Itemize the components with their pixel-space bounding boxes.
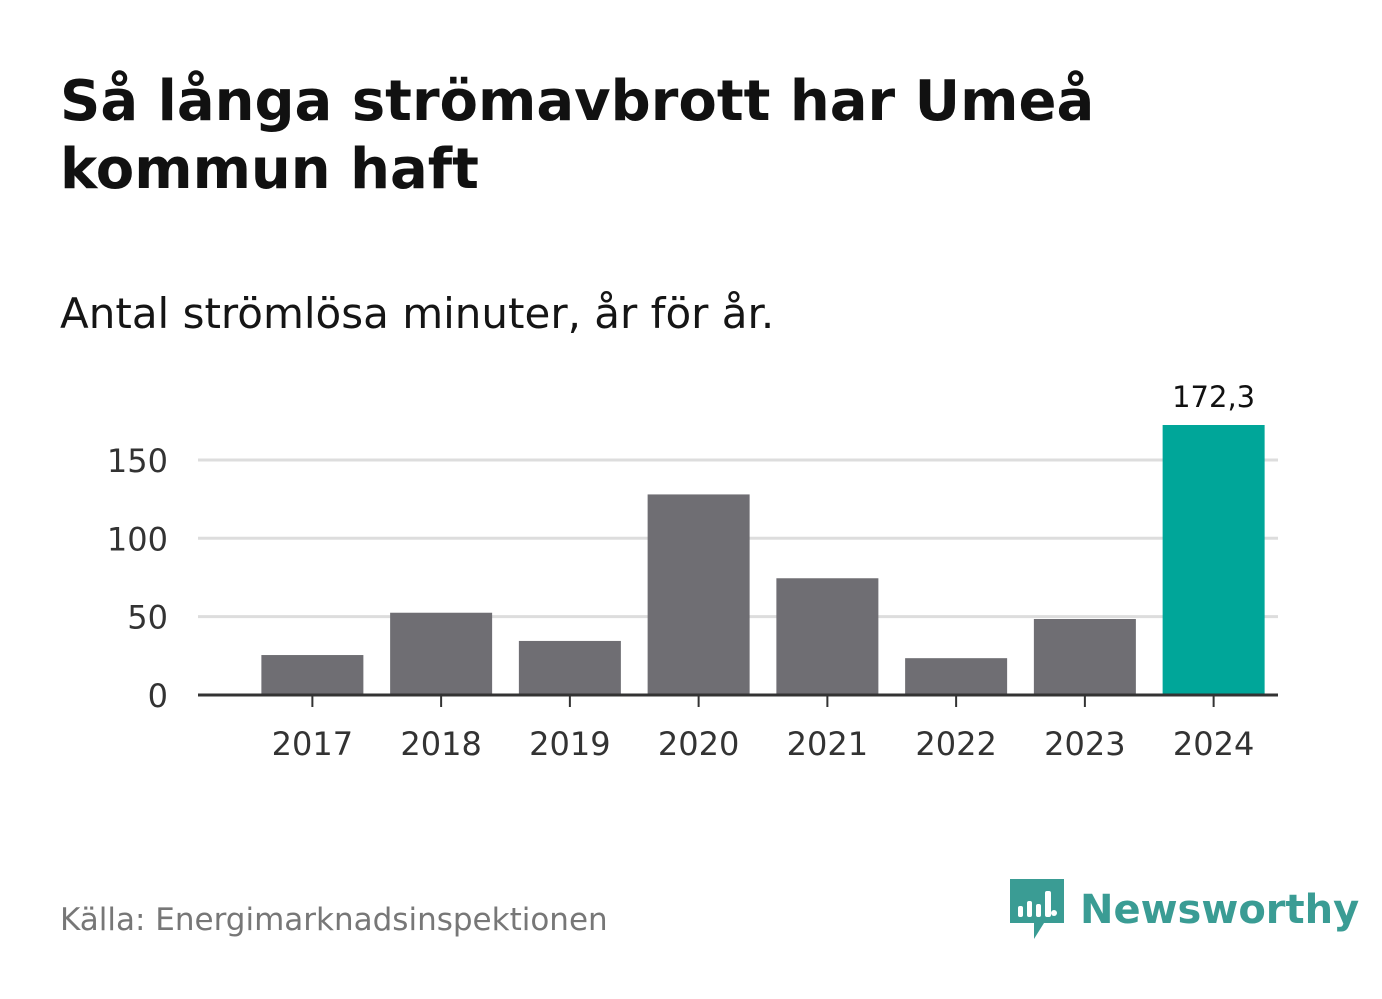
data-label: 172,3 [1172,380,1255,414]
bar [518,640,621,695]
x-tick-label: 2021 [787,725,868,763]
y-tick-label: 150 [107,442,168,480]
y-tick-label: 50 [127,599,168,637]
x-tick-label: 2018 [400,725,481,763]
newsworthy-logo-icon [1010,879,1064,939]
source-note: Källa: Energimarknadsinspektionen [60,902,608,938]
y-tick-label: 100 [107,520,168,558]
x-tick-label: 2017 [272,725,353,763]
x-tick-label: 2023 [1044,725,1125,763]
bar [647,494,750,695]
y-tick-label: 0 [148,677,168,715]
bar [1033,618,1136,695]
bar-chart: 0 50 100 150 2017 2018 2019 2020 2021 2022 2023 202… [107,380,1278,763]
chart-title: Så långa strömavbrott har Umeå kommun ha… [60,69,1095,202]
x-tick-label: 2019 [529,725,610,763]
bar [390,612,493,695]
brand-logo[interactable]: Newsworthy [1010,878,1359,942]
bar [261,655,364,695]
x-tick-label: 2022 [915,725,996,763]
bar-highlight [1162,425,1265,695]
bar [776,578,879,695]
bar [905,658,1008,695]
x-tick-label: 2024 [1173,725,1254,763]
brand-name: Newsworthy [1080,887,1360,933]
x-tick-label: 2020 [658,725,739,763]
chart-subtitle: Antal strömlösa minuter, år för år. [60,289,775,338]
